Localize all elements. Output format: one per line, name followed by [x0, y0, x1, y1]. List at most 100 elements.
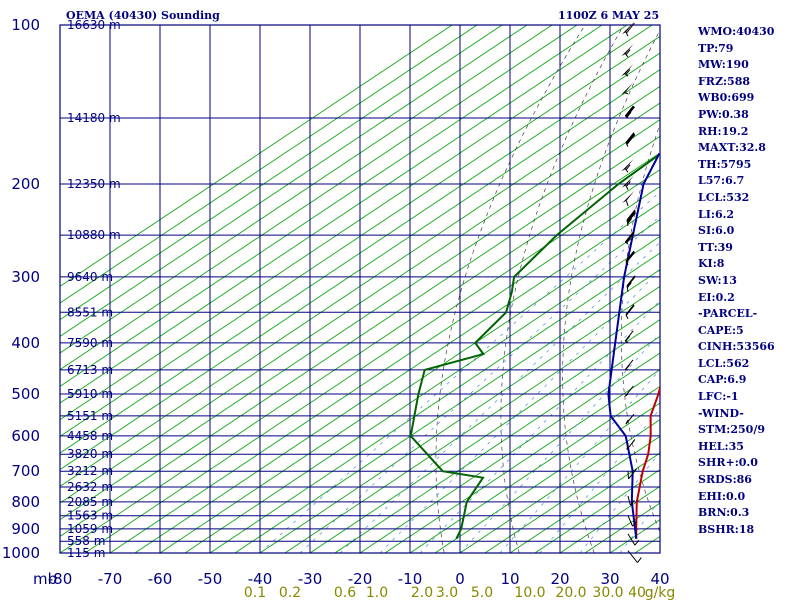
mixing-ratio-label: 20.0	[555, 585, 586, 600]
index-item: HEL:35	[698, 439, 744, 453]
pressure-temperature-grid	[59, 24, 661, 554]
sounding-traces	[409, 152, 660, 540]
wind-barb	[627, 515, 637, 527]
wind-barb	[625, 132, 636, 147]
height-label: 1059 m	[67, 522, 113, 536]
chart-title-time: 1100Z 6 MAY 25	[558, 9, 660, 22]
index-item: BRN:0.3	[698, 506, 750, 520]
index-item: SI:6.0	[698, 224, 735, 238]
wind-barb	[626, 275, 636, 292]
index-item: CAP:6.9	[698, 373, 747, 387]
isotherm-lines	[60, 25, 660, 553]
wind-barb	[626, 439, 636, 450]
plot-frame	[59, 24, 661, 554]
height-label: 3212 m	[67, 464, 113, 478]
isotherm-line	[60, 25, 603, 387]
mixing-ratio-label: 10.0	[514, 585, 545, 600]
temperature-tick-label: 40	[650, 570, 669, 588]
mixing-ratio-label: 0.6	[334, 585, 356, 600]
height-label: 3820 m	[67, 447, 113, 461]
wind-barb	[621, 64, 634, 77]
pressure-tick-label: 600	[11, 427, 40, 445]
index-item: SHR+:0.0	[698, 456, 758, 470]
isotherm-line	[459, 419, 660, 553]
height-label: 5910 m	[67, 387, 113, 401]
temperature-tick-label: -20	[348, 570, 373, 588]
wind-barb	[624, 330, 634, 344]
index-item: EI:0.2	[698, 290, 735, 304]
wind-barb	[625, 413, 635, 425]
temperature-tick-label: 0	[455, 570, 465, 588]
mixing-ratio-label: 0.1	[244, 585, 266, 600]
index-item: FRZ:588	[698, 74, 751, 88]
temperature-tick-label: -30	[298, 570, 323, 588]
height-label: 12350 m	[67, 177, 121, 191]
isotherm-line	[60, 25, 628, 404]
x-unit-label: mb	[33, 570, 57, 588]
height-label: 16630 m	[67, 18, 121, 32]
height-label: 5151 m	[67, 409, 113, 423]
isotherm-line	[60, 102, 660, 504]
pressure-tick-label: 400	[11, 334, 40, 352]
wind-barb	[627, 533, 640, 546]
sounding-indices-list: WMO:40430 TP:79 MW:190 FRZ:588 WB0:699 PW:0.3…	[698, 24, 775, 538]
isotherm-line	[234, 269, 660, 553]
wind-barb	[627, 468, 637, 480]
index-item: PW:0.38	[698, 107, 749, 121]
index-item: CAPE:5	[698, 323, 744, 337]
mixing-ratio-label: 3.0	[436, 585, 458, 600]
height-label: 115 m	[67, 546, 105, 560]
temperature-tick-label: 20	[550, 570, 569, 588]
mixing-ratio-label: 30.0	[592, 585, 623, 600]
temperature-tick-label: -70	[98, 570, 123, 588]
isotherm-line	[284, 302, 660, 553]
pressure-tick-label: 200	[11, 175, 40, 193]
isotherm-line	[184, 235, 660, 553]
wind-barb	[621, 175, 634, 190]
isotherm-line	[159, 219, 660, 553]
index-item: TP:79	[698, 41, 734, 55]
isotherm-line	[409, 385, 660, 553]
isotherm-line	[509, 452, 660, 553]
index-item: LCL:562	[698, 356, 750, 370]
isotherm-line	[259, 285, 660, 553]
wind-barb	[624, 105, 635, 119]
isotherm-line	[60, 25, 653, 421]
index-item: CINH:53566	[698, 340, 775, 354]
wind-barb	[622, 190, 635, 206]
temperature-tick-label: 30	[600, 570, 619, 588]
wind-barb	[627, 550, 642, 563]
wind-barb-column	[621, 22, 642, 563]
isotherm-line	[60, 25, 528, 337]
isotherm-line	[60, 25, 478, 304]
isotherm-line	[60, 135, 660, 537]
mixing-ratio-label: 2.0	[411, 585, 433, 600]
mixing-ratio-label: g/kg	[645, 585, 676, 600]
index-item: -WIND-	[698, 406, 744, 420]
isotherm-line	[84, 169, 660, 553]
index-item: SW:13	[698, 273, 737, 287]
temperature-tick-label: 10	[500, 570, 519, 588]
dry-adiabat-line	[782, 25, 800, 553]
dry-adiabat-line	[562, 29, 660, 553]
index-item: WMO:40430	[698, 25, 775, 38]
chart-title-station: OEMA (40430) Sounding	[66, 9, 220, 22]
height-label: 4458 m	[67, 429, 113, 443]
isotherm-line	[60, 119, 660, 521]
isotherm-line	[109, 185, 660, 553]
wind-barb	[625, 304, 635, 319]
isotherm-line	[334, 335, 660, 553]
index-item: EHI:0.0	[698, 489, 746, 503]
wind-barb	[625, 250, 635, 266]
pressure-tick-label: 1000	[2, 544, 40, 562]
height-label: 558 m	[67, 534, 105, 548]
temperature-tick-label: -80	[48, 570, 73, 588]
temperature-tick-label: -40	[248, 570, 273, 588]
index-item: TT:39	[698, 240, 733, 254]
temperature-tick-label: -60	[148, 570, 173, 588]
index-item: STM:250/9	[698, 423, 765, 437]
isotherm-line	[60, 25, 553, 354]
temperature-tick-label: -10	[398, 570, 423, 588]
wind-barb	[621, 43, 634, 58]
wind-barb	[624, 385, 634, 397]
